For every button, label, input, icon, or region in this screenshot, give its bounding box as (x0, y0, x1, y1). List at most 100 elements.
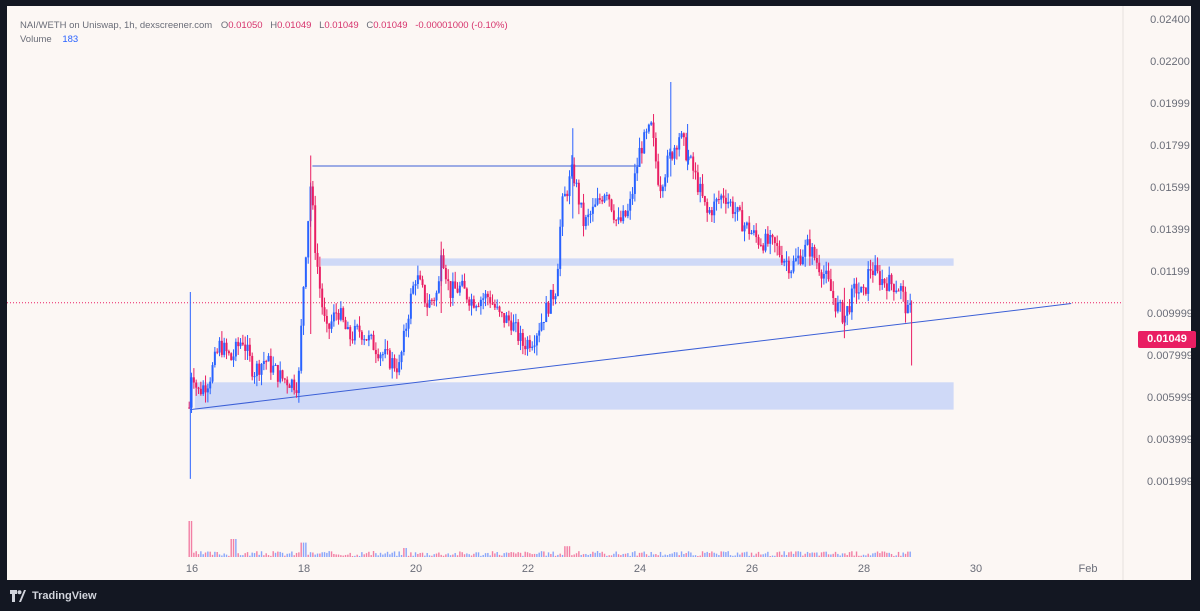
volume-bar (305, 542, 307, 557)
candle-body (190, 377, 193, 408)
volume-bar (477, 552, 480, 557)
candle-body (393, 358, 396, 369)
volume-bar (907, 551, 909, 557)
volume-bar (274, 552, 277, 557)
candle-body (759, 244, 762, 246)
candle-body (479, 299, 482, 307)
volume-bar (407, 555, 410, 557)
candle-body (885, 283, 888, 291)
volume-bar (435, 553, 438, 557)
volume-bar (216, 551, 218, 557)
volume-bar (902, 552, 904, 557)
candle-body (444, 268, 447, 280)
candle-body (591, 206, 594, 214)
y-tick-label: 0.01799 (1150, 140, 1190, 152)
candle-body (540, 322, 543, 331)
volume-bar (781, 554, 783, 557)
candle-body (344, 320, 347, 330)
chart-area[interactable]: 0.02400 0.02200 0.01999 0.01799 0.01599 0.013… (7, 6, 1196, 580)
volume-bar (200, 551, 202, 557)
candle-body (820, 272, 823, 279)
volume-bar (788, 552, 790, 557)
candle-body (794, 258, 797, 261)
candle-body (867, 269, 870, 294)
volume-bar (755, 553, 757, 557)
tradingview-logo-icon (10, 590, 26, 602)
volume-bar (790, 551, 792, 557)
volume-bar (302, 542, 305, 557)
volume-bar (909, 551, 911, 557)
volume-bar (645, 554, 648, 557)
candle-body (801, 256, 804, 265)
candle-body (279, 370, 282, 382)
volume-bar (727, 551, 729, 557)
candle-body (825, 270, 828, 274)
volume-bar (410, 552, 412, 557)
symbol-label: NAI/WETH on Uniswap, 1h, dexscreener.com (20, 20, 213, 31)
candle-body (549, 289, 552, 314)
candle-body (465, 288, 468, 300)
candle-body (281, 370, 284, 379)
volume-bar (599, 552, 601, 557)
candle-body (864, 287, 867, 294)
candle-body (561, 196, 564, 227)
volume-bar (349, 552, 351, 557)
candle-body (722, 195, 725, 198)
volume-bar (361, 552, 363, 557)
candle-body (890, 274, 893, 285)
volume-bar (664, 554, 666, 557)
volume-bar (454, 553, 456, 557)
volume-bar (536, 553, 538, 557)
y-tick-label: 0.003999 (1147, 434, 1191, 446)
candle-body (239, 342, 242, 347)
candle-body (904, 291, 907, 314)
volume-bar (601, 551, 603, 557)
candle-body (566, 193, 569, 197)
candle-body (521, 332, 524, 346)
candle-body (269, 355, 272, 373)
volume-bar (384, 553, 386, 557)
candle-body (645, 131, 648, 133)
candle-body (528, 339, 531, 349)
volume-bar (312, 552, 314, 557)
candle-body (710, 210, 713, 216)
volume-bar (881, 551, 883, 557)
candle-body (554, 296, 557, 300)
candle-body (339, 308, 342, 320)
candle-body (573, 164, 576, 184)
volume-bar (326, 552, 328, 557)
candle-body (454, 281, 457, 289)
volume-bar (622, 553, 624, 557)
candle-body (358, 325, 361, 332)
volume-bar (235, 539, 237, 557)
candle-body (624, 210, 627, 217)
candle-body (729, 201, 732, 203)
candle-body (237, 341, 240, 347)
volume-bar (830, 554, 832, 557)
volume-bar (860, 555, 862, 557)
volume-bar (888, 552, 890, 557)
volume-bar (610, 555, 613, 557)
candle-body (717, 199, 720, 201)
candle-body (377, 354, 380, 359)
candle-body (687, 156, 690, 161)
candle-body (253, 376, 256, 378)
price-chart[interactable]: 0.02400 0.02200 0.01999 0.01799 0.01599 0.013… (7, 6, 1191, 580)
volume-bar (813, 552, 816, 557)
candle-body (421, 279, 424, 286)
candle-body (661, 186, 664, 192)
candle-body (640, 147, 643, 154)
candle-body (778, 245, 781, 256)
candle-body (274, 365, 277, 367)
candle-body (241, 342, 244, 345)
candle-body (538, 330, 541, 336)
candle-body (507, 315, 510, 321)
candle-body (388, 350, 391, 369)
candle-body (213, 351, 216, 366)
volume-bar (561, 554, 564, 557)
volume-bar (284, 555, 286, 557)
candle-body (727, 201, 730, 204)
volume-bar (893, 555, 895, 557)
volume-bar (587, 554, 589, 557)
